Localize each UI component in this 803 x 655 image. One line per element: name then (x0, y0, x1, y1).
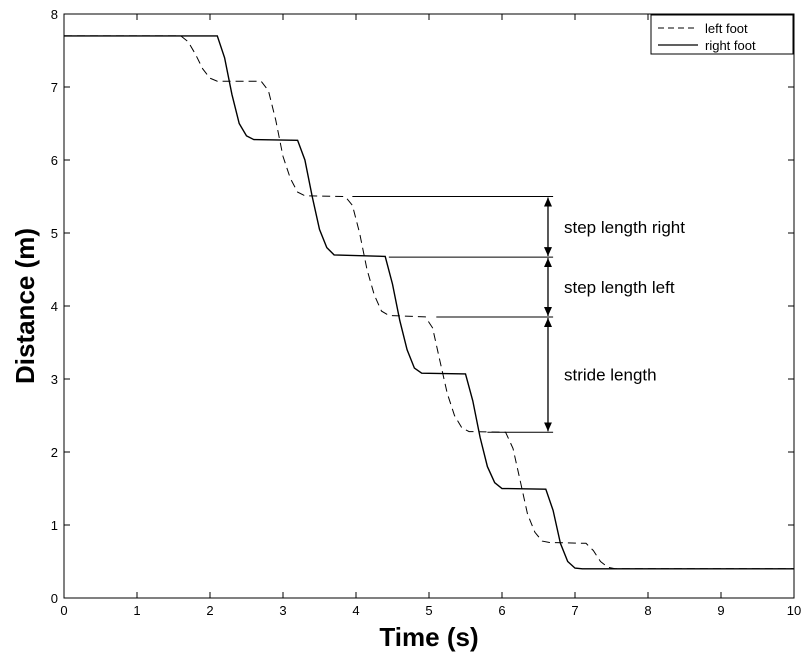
x-tick-label: 8 (644, 603, 651, 618)
x-tick-label: 5 (425, 603, 432, 618)
legend: left foot right foot (650, 14, 794, 55)
y-tick-label: 4 (51, 299, 58, 314)
y-tick-label: 7 (51, 80, 58, 95)
annotation-label: stride length (564, 366, 657, 385)
legend-label-left-foot: left foot (705, 21, 748, 36)
x-tick-label: 9 (717, 603, 724, 618)
legend-box (650, 14, 794, 55)
x-tick-label: 6 (498, 603, 505, 618)
x-tick-label: 3 (279, 603, 286, 618)
x-axis-title: Time (s) (379, 622, 478, 652)
plot-area (63, 13, 795, 599)
annotation-layer: step length right step length left stride … (352, 196, 685, 433)
series-layer (64, 35, 794, 570)
series-line-left-foot (64, 35, 794, 570)
series-line-right-foot (64, 35, 794, 570)
y-tick-label: 3 (51, 372, 58, 387)
y-tick-label: 5 (51, 226, 58, 241)
y-tick-label: 6 (51, 153, 58, 168)
x-tick-label: 0 (60, 603, 67, 618)
y-tick-label: 2 (51, 445, 58, 460)
y-axis-title: Distance (m) (10, 228, 40, 384)
x-tick-label: 1 (133, 603, 140, 618)
x-tick-label: 10 (787, 603, 801, 618)
annotation-label: step length right (564, 218, 685, 237)
x-tick-label: 4 (352, 603, 359, 618)
y-tick-label: 0 (51, 591, 58, 606)
x-tick-label: 2 (206, 603, 213, 618)
y-tick-label: 8 (51, 7, 58, 22)
annotation-label: step length left (564, 278, 675, 297)
y-tick-label: 1 (51, 518, 58, 533)
legend-label-right-foot: right foot (705, 38, 756, 53)
x-tick-label: 7 (571, 603, 578, 618)
